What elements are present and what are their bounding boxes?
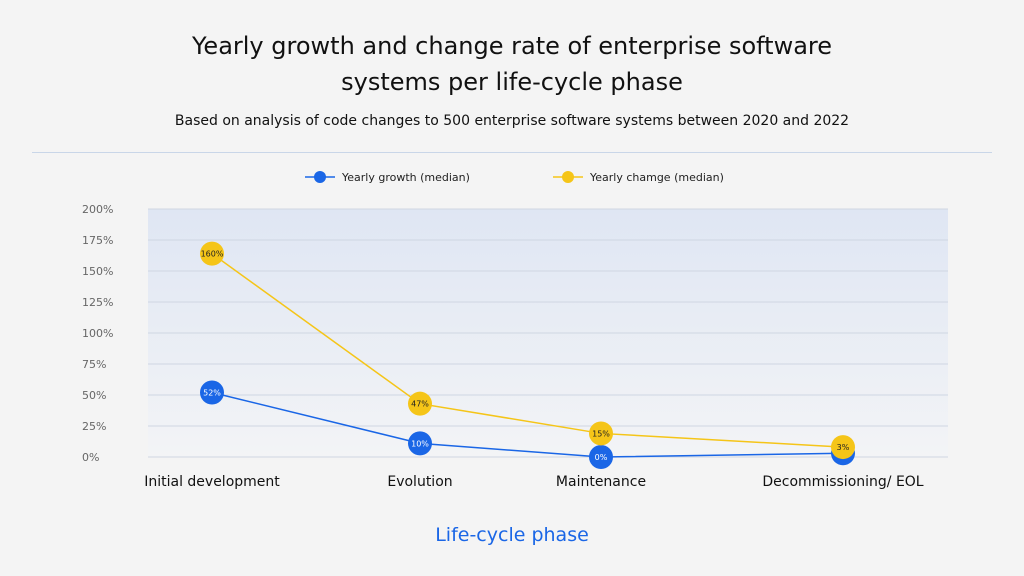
chart-title-line-1: Yearly growth and change rate of enterpr… (191, 32, 833, 60)
y-tick-label: 50% (82, 389, 106, 402)
data-point (589, 421, 613, 446)
data-point (408, 391, 432, 416)
data-label: 3% (837, 443, 850, 452)
data-point (589, 445, 613, 469)
legend-entry: Yearly chamge (median) (589, 171, 724, 184)
y-tick-label: 25% (82, 420, 106, 433)
data-label: 10% (411, 439, 429, 448)
y-tick-label: 150% (82, 265, 113, 278)
data-point (200, 380, 224, 405)
y-tick-label: 100% (82, 327, 113, 340)
data-point (408, 431, 432, 456)
x-axis-title: Life-cycle phase (435, 524, 589, 546)
series-lines (211, 253, 844, 458)
chart-subtitle: Based on analysis of code changes to 500… (174, 113, 850, 129)
data-label: 47% (411, 400, 429, 409)
data-point (831, 435, 855, 460)
header-divider (32, 152, 992, 153)
series-line (211, 253, 844, 448)
legend-entry: Yearly growth (median) (341, 171, 470, 184)
legend: Yearly growth (median) Yearly chamge (med… (305, 171, 724, 184)
data-label: 52% (203, 389, 221, 398)
series-points: 52%10%0%0%160%47%15%3% (200, 241, 855, 469)
y-tick-label: 75% (82, 358, 106, 371)
y-axis-ticks: 0% 25% 50% 75% 100% 125% 150% 175% 200% (82, 203, 113, 464)
y-tick-label: 200% (82, 203, 113, 216)
y-tick-label: 175% (82, 234, 113, 247)
data-label: 0% (595, 453, 608, 462)
x-tick-label: Initial development (144, 474, 280, 490)
grid-lines (148, 208, 948, 458)
data-label: 160% (201, 250, 224, 259)
y-tick-label: 0% (82, 451, 99, 464)
legend-swatch-marker (562, 171, 574, 183)
x-axis-ticks: Initial development Evolution Maintenance D… (144, 474, 924, 490)
x-tick-label: Maintenance (556, 474, 646, 490)
x-tick-label: Decommissioning/ EOL (762, 474, 923, 490)
y-tick-label: 125% (82, 296, 113, 309)
data-label: 15% (592, 429, 610, 438)
x-tick-label: Evolution (387, 474, 452, 490)
legend-swatch-marker (314, 171, 326, 183)
data-point (200, 241, 224, 266)
chart-title-line-2: systems per life-cycle phase (341, 68, 683, 96)
chart-title: Yearly growth and change rate of enterpr… (0, 28, 1024, 100)
series-line (211, 391, 844, 458)
